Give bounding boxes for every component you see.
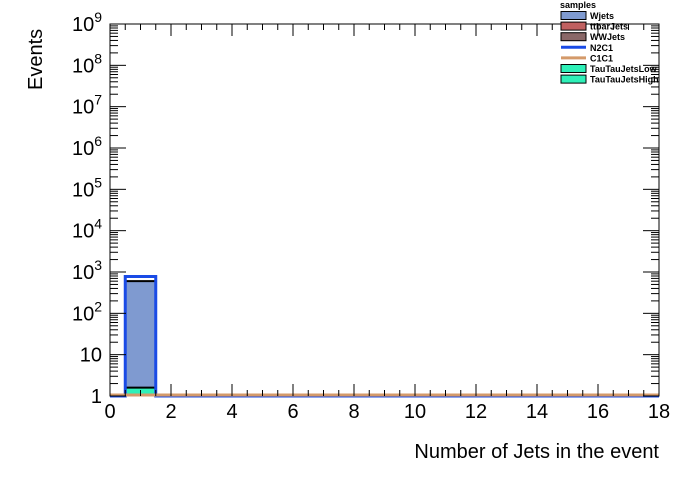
x-tick-label: 8 — [348, 401, 359, 423]
x-tick-label: 2 — [165, 401, 176, 423]
y-tick-label: 103 — [72, 257, 102, 284]
legend-label-wjets: Wjets — [590, 11, 614, 21]
x-tick-label: 16 — [587, 401, 609, 423]
legend-label-tautaujetshigh: TauTauJetsHigh — [590, 75, 659, 85]
legend-swatch-wwjets — [560, 32, 587, 42]
y-tick-label: 107 — [72, 92, 102, 119]
y-tick-labels: 1 10 102 103 104 105 106 107 108 109 — [72, 9, 102, 408]
legend-label-c1c1: C1C1 — [590, 53, 613, 63]
legend-label-n2c1: N2C1 — [590, 43, 613, 53]
x-tick-label: 14 — [526, 401, 548, 423]
line-n2c1 — [110, 274, 659, 398]
lines-layer — [110, 274, 659, 398]
y-tick-label: 10 — [80, 345, 102, 367]
y-axis-title: Events — [25, 29, 47, 90]
x-tick-label: 6 — [287, 401, 298, 423]
x-tick-label: 18 — [648, 401, 670, 423]
x-tick-label: 4 — [226, 401, 237, 423]
x-tick-label: 12 — [465, 401, 487, 423]
y-tick-label: 108 — [72, 50, 102, 77]
ticks-layer — [109, 24, 660, 397]
x-tick-label: 0 — [104, 401, 115, 423]
legend-label-ttbarjets: ttbarJets — [590, 22, 628, 32]
legend-swatch-ttbarjets — [560, 21, 587, 31]
y-tick-label: 106 — [72, 133, 102, 160]
bar-wjets — [125, 281, 156, 396]
x-tick-labels: 0 2 4 6 8 10 12 14 16 18 — [104, 401, 670, 423]
legend-title: samples — [560, 0, 596, 10]
y-tick-label: 109 — [72, 9, 102, 36]
y-tick-label: 102 — [72, 298, 102, 325]
x-tick-label: 10 — [404, 401, 426, 423]
legend-label-wwjets: WWJets — [590, 32, 625, 42]
y-tick-label: 105 — [72, 174, 102, 201]
y-tick-label: 104 — [72, 216, 102, 243]
y-tick-label: 1 — [91, 386, 102, 408]
x-axis-title: Number of Jets in the event — [414, 441, 659, 463]
legend: samples WjetsttbarJetsWWJetsN2C1C1C1TauT… — [560, 0, 659, 85]
legend-label-tautaujetslow: TauTauJetsLow — [590, 64, 658, 74]
legend-swatch-tautaujetshigh — [560, 74, 587, 84]
bars-layer — [125, 280, 156, 396]
legend-swatch-tautaujetslow — [560, 64, 587, 73]
legend-swatch-wjets — [560, 11, 587, 20]
